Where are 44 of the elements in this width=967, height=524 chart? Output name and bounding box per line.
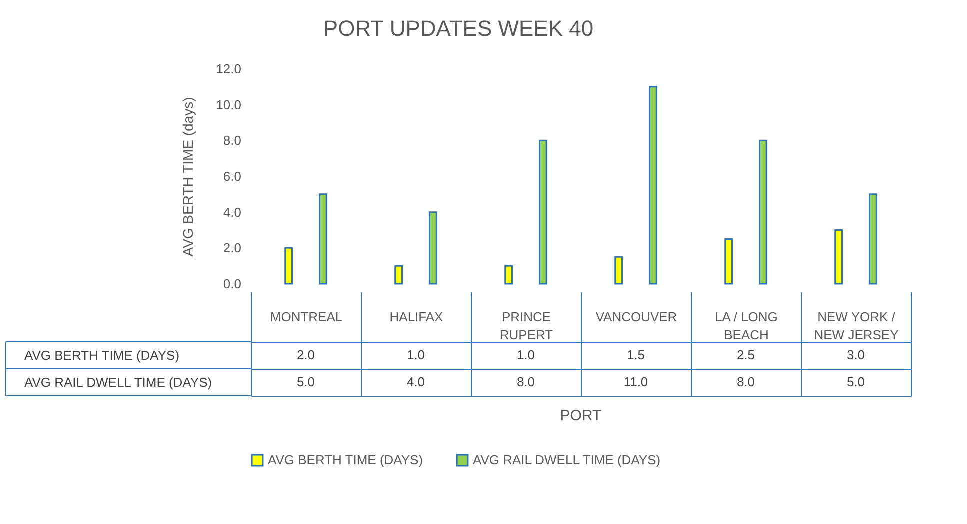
- bar: [394, 265, 403, 285]
- data-label: 5.0: [296, 374, 316, 390]
- data-label: 1.5: [626, 348, 646, 362]
- y-tick-label: 8.0: [223, 133, 242, 148]
- legend-label: AVG RAIL DWELL TIME (DAYS): [473, 452, 661, 468]
- text: AVG BERTH TIME (DAYS): [24, 348, 180, 363]
- x-tick-label: NEW YORK / NEW JERSEY: [814, 310, 900, 342]
- x-tick-label: HALIFAX: [390, 310, 444, 324]
- data-label: 4.0: [406, 374, 426, 390]
- bar: [539, 140, 548, 285]
- y-axis-title: AVG BERTH TIME (days): [180, 97, 196, 257]
- y-tick-label: 0.0: [223, 276, 242, 292]
- bar: [504, 265, 513, 285]
- y-tick-label: 4.0: [223, 204, 242, 220]
- y-tick-label: 12.0: [216, 62, 242, 76]
- data-label: 2.5: [736, 348, 756, 362]
- bar: [284, 247, 293, 285]
- x-tick-label: PRINCE RUPERT: [500, 310, 554, 342]
- y-tick-label: 2.0: [223, 240, 242, 256]
- data-label: 2.0: [296, 348, 316, 362]
- bar: [649, 86, 658, 285]
- data-label: 8.0: [736, 374, 756, 390]
- data-label: 8.0: [516, 374, 536, 390]
- bar: [724, 238, 733, 285]
- y-tick-label: 6.0: [223, 169, 242, 184]
- bar: [759, 140, 768, 285]
- x-tick-label: LA / LONG BEACH: [715, 310, 778, 342]
- y-tick-label: 10.0: [216, 97, 242, 112]
- x-axis-title: PORT: [560, 408, 602, 424]
- data-label: 3.0: [846, 348, 866, 362]
- bar: [834, 230, 843, 285]
- bar: [869, 194, 878, 285]
- x-tick-label: VANCOUVER: [596, 310, 678, 324]
- legend-label: AVG BERTH TIME (DAYS): [268, 452, 424, 468]
- bar: [429, 212, 438, 285]
- data-label: 1.0: [516, 348, 536, 362]
- data-label: 1.0: [406, 348, 426, 362]
- data-label: 5.0: [846, 374, 866, 390]
- chart-title: PORT UPDATES WEEK 40: [323, 16, 594, 41]
- bar: [319, 194, 328, 285]
- x-tick-label: MONTREAL: [270, 310, 343, 324]
- text: AVG RAIL DWELL TIME (DAYS): [24, 375, 212, 390]
- data-label: 11.0: [624, 374, 648, 390]
- bar: [614, 256, 623, 285]
